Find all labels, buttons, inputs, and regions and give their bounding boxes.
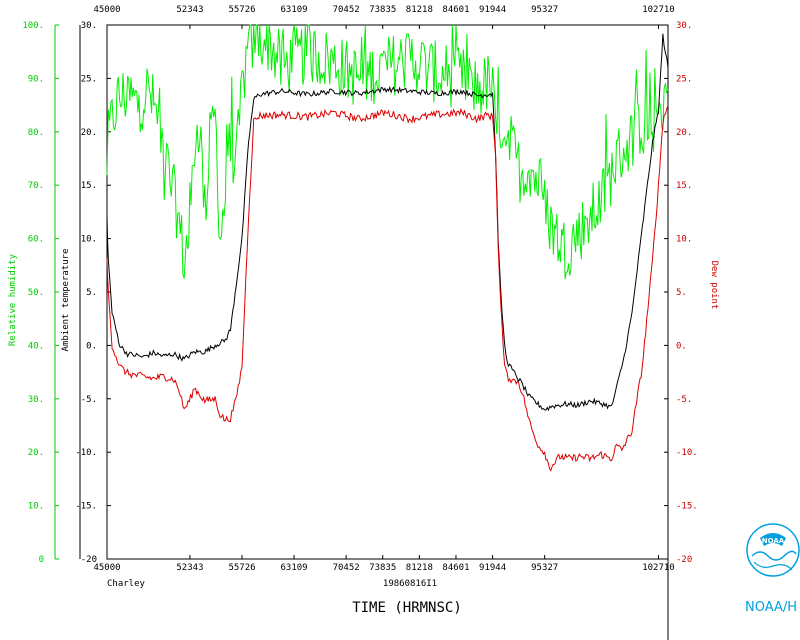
dew-tick-label: 20. xyxy=(676,128,692,138)
dew-tick-label: 0. xyxy=(676,341,687,351)
x-tick-label: 55726 xyxy=(228,563,255,573)
rh-axis-title: Relative humidity xyxy=(8,253,18,346)
x-tick-label: 95327 xyxy=(531,563,558,573)
x-tick-label: 52343 xyxy=(176,563,203,573)
rh-tick-label: 100. xyxy=(22,21,44,31)
dew-tick-label: 15. xyxy=(676,181,692,191)
dew-axis-title: Dew point xyxy=(709,261,719,310)
rh-tick-label: 60. xyxy=(28,235,44,245)
x-tick-label-top: 45000 xyxy=(93,5,120,15)
rh-tick-label: 50. xyxy=(28,288,44,298)
rh-tick-label: 10. xyxy=(28,502,44,512)
dew-tick-label: 5. xyxy=(676,288,687,298)
rh-tick-label: 80. xyxy=(28,128,44,138)
x-tick-label: 84601 xyxy=(442,563,469,573)
x-tick-label-top: 91944 xyxy=(479,5,506,15)
storm-name: Charley xyxy=(107,579,146,589)
dew-tick-label: -20 xyxy=(676,555,692,565)
noaa-logo: NOAA xyxy=(746,523,800,577)
temp-tick-label: 0. xyxy=(86,341,97,351)
rh-tick-label: 70. xyxy=(28,181,44,191)
x-tick-label-top: 81218 xyxy=(406,5,433,15)
temp-tick-label: 25. xyxy=(81,74,97,84)
x-axis-title: TIME (HRMNSC) xyxy=(352,600,462,616)
x-tick-label: 91944 xyxy=(479,563,506,573)
dew-tick-label: -10. xyxy=(676,448,698,458)
temp-tick-label: -10. xyxy=(75,448,97,458)
rh-tick-label: 20. xyxy=(28,448,44,458)
x-tick-label-top: 102710 xyxy=(642,5,675,15)
temp-tick-label: 5. xyxy=(86,288,97,298)
x-tick-label-top: 52343 xyxy=(176,5,203,15)
x-tick-label-top: 73835 xyxy=(369,5,396,15)
x-tick-label: 102710 xyxy=(642,563,675,573)
rh-series-line xyxy=(106,24,669,280)
x-tick-label: 63109 xyxy=(281,563,308,573)
x-tick-label: 73835 xyxy=(369,563,396,573)
dew-tick-label: 30. xyxy=(676,21,692,31)
dew-tick-label: 10. xyxy=(676,235,692,245)
temp-tick-label: 30. xyxy=(81,21,97,31)
rh-tick-label: 0 xyxy=(39,555,44,565)
x-tick-label: 70452 xyxy=(333,563,360,573)
noaa-caption: NOAA/H xyxy=(745,600,797,615)
temp-tick-label: 20. xyxy=(81,128,97,138)
plot-frame xyxy=(106,24,669,560)
x-tick-label-top: 63109 xyxy=(281,5,308,15)
dew-tick-label: 25. xyxy=(676,74,692,84)
temp-tick-label: 15. xyxy=(81,181,97,191)
dew-series-line xyxy=(106,104,669,472)
temp-series-line xyxy=(106,33,669,412)
rh-tick-label: 30. xyxy=(28,395,44,405)
temp-tick-label: -15. xyxy=(75,502,97,512)
temp-tick-label: 10. xyxy=(81,235,97,245)
dew-tick-label: -5. xyxy=(676,395,692,405)
x-tick-label: 45000 xyxy=(93,563,120,573)
noaa-logo-mark: NOAA xyxy=(762,537,785,545)
temp-tick-label: -20 xyxy=(81,555,97,565)
x-tick-label: 81218 xyxy=(406,563,433,573)
dew-tick-label: -15. xyxy=(676,502,698,512)
x-tick-label-top: 84601 xyxy=(442,5,469,15)
x-tick-label-top: 55726 xyxy=(228,5,255,15)
temp-tick-label: -5. xyxy=(81,395,97,405)
flight-id: 19860816I1 xyxy=(383,579,437,589)
rh-tick-label: 40. xyxy=(28,341,44,351)
x-tick-label-top: 70452 xyxy=(333,5,360,15)
rh-tick-label: 90. xyxy=(28,74,44,84)
x-tick-label-top: 95327 xyxy=(531,5,558,15)
temp-axis-title: Ambient temperature xyxy=(61,249,71,352)
